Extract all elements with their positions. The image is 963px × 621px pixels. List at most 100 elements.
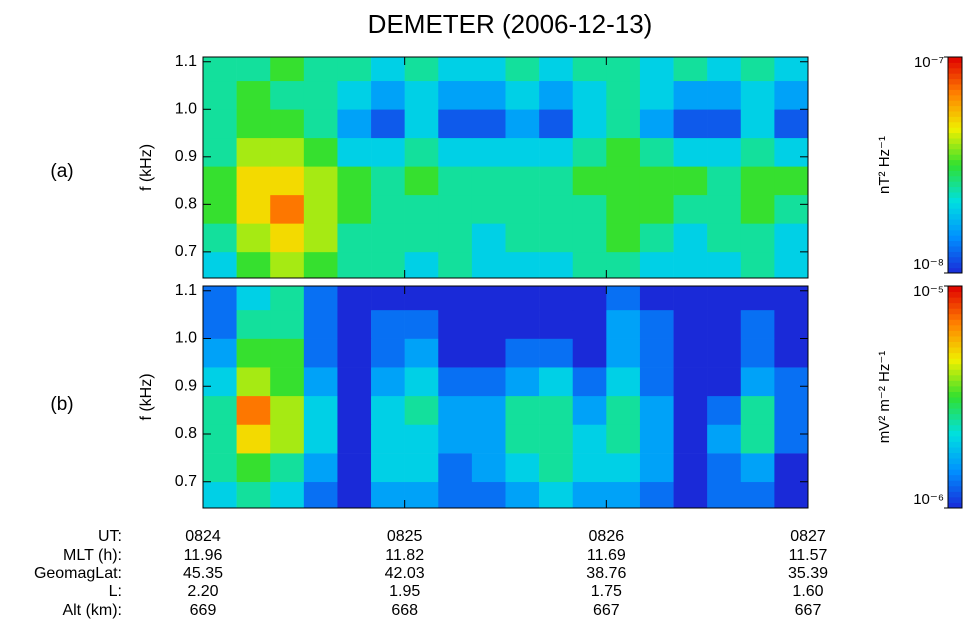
heat-cell [303,109,338,139]
heat-cell [740,453,775,483]
heat-cell [539,286,574,311]
colorbar-frame [947,285,963,509]
heat-cell [270,57,305,82]
colorbar-swatch [948,175,962,182]
colorbar-swatch [948,424,962,431]
colorbar-swatch [948,213,962,220]
row-value: 2.20 [187,583,218,600]
heat-cell [471,338,506,368]
heat-cell [337,57,372,82]
colorbar-swatch [948,352,962,359]
heat-cell [707,57,742,82]
heat-cell [471,137,506,167]
row-value: 1.60 [792,583,823,600]
heat-cell [438,286,473,311]
heat-cell [740,137,775,167]
colorbar-frame [947,56,963,274]
colorbar-swatch [948,291,962,298]
heat-cell [371,453,405,483]
heat-cell [337,286,372,311]
heat-cell [539,57,574,82]
heat-cell [203,367,237,397]
colorbar-swatch [948,319,962,326]
heat-cell [471,424,506,454]
colorbar-swatch [948,374,962,381]
heat-cell [505,194,540,224]
heat-cell [707,309,742,339]
heat-cell [774,57,809,82]
heat-cell [438,395,473,425]
row-value: 668 [391,602,418,619]
colorbar-swatch [948,73,962,80]
heat-cell [303,57,338,82]
heat-cell [337,251,372,279]
colorbar-swatch [948,192,962,198]
heat-cell [572,194,607,224]
heat-cell [673,137,708,167]
colorbar-swatch [948,100,962,107]
heat-cell [606,453,641,483]
heat-cell [572,166,607,196]
heat-cell [203,309,237,339]
heat-cell [606,286,641,311]
heat-cell [438,166,473,196]
heat-cell [673,166,708,196]
colorbar-swatch [948,446,962,453]
heat-cell [404,109,439,139]
heat-cell [606,251,641,279]
heat-cell [505,286,540,311]
heat-cell [303,481,338,509]
heat-cell [471,166,506,196]
colorbar-swatch [948,474,962,481]
heat-cell [505,395,540,425]
heat-cell [606,166,641,196]
heat-cell [337,309,372,339]
colorbar-swatch [948,148,962,155]
heat-cell [505,57,540,82]
heat-cell [774,453,809,483]
colorbar-label: mV² m⁻² Hz⁻¹ [876,351,893,443]
colorbar-swatch [948,165,962,171]
heat-cell [774,367,809,397]
heat-cell [270,338,305,368]
heat-cell [774,194,809,224]
heat-cell [404,453,439,483]
heat-cell [471,57,506,82]
heat-cell [371,338,405,368]
heat-cell [774,309,809,339]
heat-cell [505,109,540,139]
heat-cell [203,80,237,110]
colorbar-swatch [948,181,962,188]
heat-cell [539,166,574,196]
heat-cell [471,309,506,339]
y-tick-label: 1.0 [175,330,197,347]
heat-cell [707,395,742,425]
heat-cell [236,338,271,368]
heat-cell [371,166,405,196]
heat-cell [471,109,506,139]
heat-cell [236,109,271,139]
heat-cell [606,338,641,368]
heat-cell [337,166,372,196]
heat-cell [371,194,405,224]
heat-cell [303,251,338,279]
colorbar-label: nT² Hz⁻¹ [876,136,893,194]
heat-cell [303,166,338,196]
heat-cell [438,223,473,253]
heat-cell [606,57,641,82]
row-label: MLT (h): [63,547,122,564]
colorbar-swatch [948,170,962,177]
colorbar-swatch [948,330,962,337]
heat-cell [774,109,809,139]
heat-cell [203,453,237,483]
heat-cell [740,424,775,454]
colorbar-tick-label: 10⁻⁶ [913,491,944,508]
colorbar-swatch [948,57,962,63]
colorbar-swatch [948,94,962,101]
heat-cell [673,395,708,425]
heat-cell [203,286,237,311]
heat-cell [438,109,473,139]
heat-cell [639,453,674,483]
heat-cell [270,453,305,483]
colorbar-swatch [948,335,962,342]
